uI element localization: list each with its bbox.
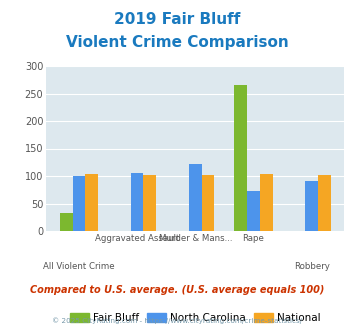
Bar [72, 176, 85, 231]
Bar [202, 175, 214, 231]
Bar [305, 181, 318, 231]
Text: 2019 Fair Bluff: 2019 Fair Bluff [114, 12, 241, 26]
Bar [131, 173, 143, 231]
Text: Violent Crime Comparison: Violent Crime Comparison [66, 35, 289, 50]
Bar [247, 191, 260, 231]
Text: Compared to U.S. average. (U.S. average equals 100): Compared to U.S. average. (U.S. average … [30, 285, 325, 295]
Bar [260, 174, 273, 231]
Bar [143, 175, 156, 231]
Bar [60, 214, 72, 231]
Bar [85, 174, 98, 231]
Text: © 2025 CityRating.com - https://www.cityrating.com/crime-statistics/: © 2025 CityRating.com - https://www.city… [53, 317, 302, 324]
Bar [234, 85, 247, 231]
Text: Robbery: Robbery [294, 262, 329, 271]
Legend: Fair Bluff, North Carolina, National: Fair Bluff, North Carolina, National [66, 309, 325, 327]
Bar [318, 175, 331, 231]
Bar [189, 164, 202, 231]
Text: All Violent Crime: All Violent Crime [43, 262, 115, 271]
